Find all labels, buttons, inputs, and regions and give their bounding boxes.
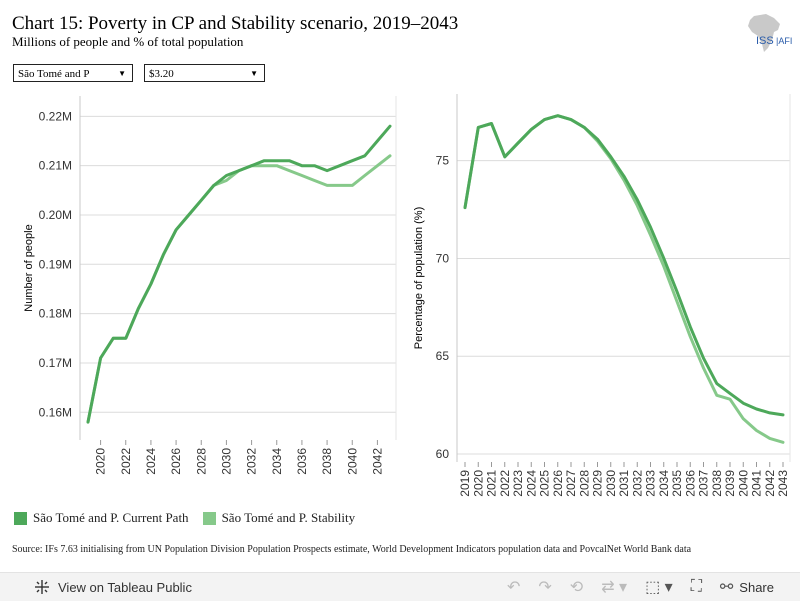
svg-text:ISS: ISS — [756, 35, 774, 47]
left-chart-x-tick-label: 2036 — [295, 448, 309, 475]
fullscreen-icon[interactable]: ⛶ — [690, 578, 702, 595]
left-chart-y-tick-label: 0.20M — [39, 208, 72, 222]
chart-title: Chart 15: Poverty in CP and Stability sc… — [12, 13, 459, 34]
right-chart-x-tick-label: 2043 — [776, 470, 790, 497]
left-chart-y-tick-label: 0.19M — [39, 257, 72, 271]
right-chart-y-tick-label: 60 — [436, 447, 450, 461]
right-chart-x-tick-label: 2026 — [551, 470, 565, 497]
right-chart-x-tick-label: 2036 — [683, 470, 697, 497]
right-chart-x-tick-label: 2032 — [630, 470, 644, 497]
redo-icon[interactable]: ↷ — [538, 579, 552, 596]
refresh-icon[interactable]: ⇄ ▾ — [601, 579, 628, 596]
right-chart-x-tick-label: 2041 — [750, 470, 764, 497]
left-chart-y-tick-label: 0.16M — [39, 405, 72, 419]
legend-label-current-path: São Tomé and P. Current Path — [33, 510, 189, 525]
right-chart-x-tick-label: 2023 — [511, 470, 525, 497]
chevron-down-icon: ▼ — [250, 69, 258, 78]
left-chart-series-line-1[interactable] — [86, 124, 392, 424]
iss-africa-logo: ISS |AFI — [748, 14, 792, 52]
right-chart-x-tick-label: 2034 — [657, 470, 671, 497]
left-chart-x-tick-label: 2038 — [320, 448, 334, 475]
right-chart-y-tick-label: 70 — [436, 251, 450, 265]
left-chart-y-tick-label: 0.21M — [39, 159, 72, 173]
right-chart-x-tick-label: 2042 — [763, 470, 777, 497]
source-note: Source: IFs 7.63 initialising from UN Po… — [12, 544, 692, 555]
right-chart-x-tick-label: 2031 — [617, 470, 631, 497]
share-icon: ⚯ — [719, 579, 734, 596]
right-chart-x-tick-label: 2027 — [564, 470, 578, 497]
right-chart-x-tick-label: 2019 — [458, 470, 472, 497]
chart-subtitle: Millions of people and % of total popula… — [12, 34, 244, 49]
right-chart-x-tick-label: 2033 — [644, 470, 658, 497]
left-chart-y-axis-title: Number of people — [23, 224, 35, 311]
right-chart-x-tick-label: 2035 — [670, 470, 684, 497]
right-chart-x-tick-label: 2030 — [604, 470, 618, 497]
toolbar-actions: ↶ ↷ ⟲ ⇄ ▾ ⬚ ▾ ⛶ ⚯ Share — [507, 577, 774, 597]
left-chart-x-tick-label: 2032 — [245, 448, 259, 475]
left-chart-x-tick-label: 2028 — [194, 448, 208, 475]
legend-swatch-stability — [202, 511, 216, 525]
right-chart-series-line-1[interactable] — [463, 114, 785, 417]
left-chart-x-tick-label: 2034 — [270, 448, 284, 475]
share-button[interactable]: ⚯ Share — [720, 577, 774, 597]
left-chart-x-tick-label: 2042 — [370, 448, 384, 475]
right-chart-x-tick-label: 2028 — [577, 470, 591, 497]
right-chart-series-line-0[interactable] — [463, 114, 785, 444]
left-chart-x-tick-label: 2020 — [94, 448, 108, 475]
poverty-percentage-chart: 60 65 70 75 Percentage of population (%) 2019… — [413, 94, 791, 497]
legend: São Tomé and P. Current Path São Tomé an… — [14, 510, 355, 526]
right-chart-x-tick-label: 2039 — [723, 470, 737, 497]
legend-swatch-current-path — [14, 511, 27, 525]
tableau-icon — [35, 580, 49, 594]
left-chart-y-tick-label: 0.17M — [39, 356, 72, 370]
undo-icon[interactable]: ↶ — [506, 579, 521, 596]
download-icon[interactable]: ⬚ ▾ — [645, 579, 673, 596]
view-on-tableau-label: View on Tableau Public — [58, 579, 192, 595]
view-on-tableau-link[interactable]: View on Tableau Public — [34, 579, 192, 595]
right-chart-x-tick-label: 2029 — [591, 470, 605, 497]
right-chart-x-tick-label: 2021 — [485, 470, 499, 497]
chevron-down-icon: ▼ — [118, 69, 126, 78]
right-chart-y-tick-label: 65 — [436, 349, 450, 363]
right-chart-x-tick-label: 2024 — [524, 470, 538, 497]
svg-text:|AFI: |AFI — [776, 36, 792, 46]
right-chart-x-tick-label: 2038 — [710, 470, 724, 497]
poverty-people-chart: 0.16M 0.17M 0.18M 0.19M 0.20M 0.21M 0.22M Numbe… — [23, 96, 397, 475]
left-chart-x-tick-label: 2026 — [169, 448, 183, 475]
left-chart-x-tick-label: 2040 — [345, 448, 359, 475]
right-chart-y-tick-label: 75 — [436, 154, 450, 168]
right-chart-y-axis-title: Percentage of population (%) — [413, 207, 425, 349]
country-select-value: São Tomé and P — [18, 68, 90, 80]
threshold-select-value: $3.20 — [149, 68, 174, 80]
left-chart-y-tick-label: 0.18M — [39, 307, 72, 321]
left-chart-x-tick-label: 2030 — [219, 448, 233, 475]
left-chart-x-tick-label: 2024 — [144, 448, 158, 475]
right-chart-x-tick-label: 2037 — [697, 470, 711, 497]
legend-item-current-path[interactable]: São Tomé and P. Current Path — [14, 510, 189, 526]
left-chart-y-tick-label: 0.22M — [39, 109, 72, 123]
share-label: Share — [739, 579, 774, 595]
revert-icon[interactable]: ⟲ — [569, 579, 584, 596]
right-chart-x-tick-label: 2022 — [498, 470, 512, 497]
right-chart-x-tick-label: 2025 — [538, 470, 552, 497]
right-chart-x-tick-label: 2020 — [471, 470, 485, 497]
threshold-select[interactable]: $3.20 ▼ — [144, 64, 265, 82]
left-chart-x-tick-label: 2022 — [119, 448, 133, 475]
left-chart-series-line-0[interactable] — [86, 154, 392, 424]
country-select[interactable]: São Tomé and P ▼ — [13, 64, 133, 82]
legend-item-stability[interactable]: São Tomé and P. Stability — [202, 510, 356, 526]
legend-label-stability: São Tomé and P. Stability — [221, 510, 356, 525]
tableau-toolbar: View on Tableau Public ↶ ↷ ⟲ ⇄ ▾ ⬚ ▾ ⛶ ⚯… — [0, 572, 800, 601]
right-chart-x-tick-label: 2040 — [736, 470, 750, 497]
